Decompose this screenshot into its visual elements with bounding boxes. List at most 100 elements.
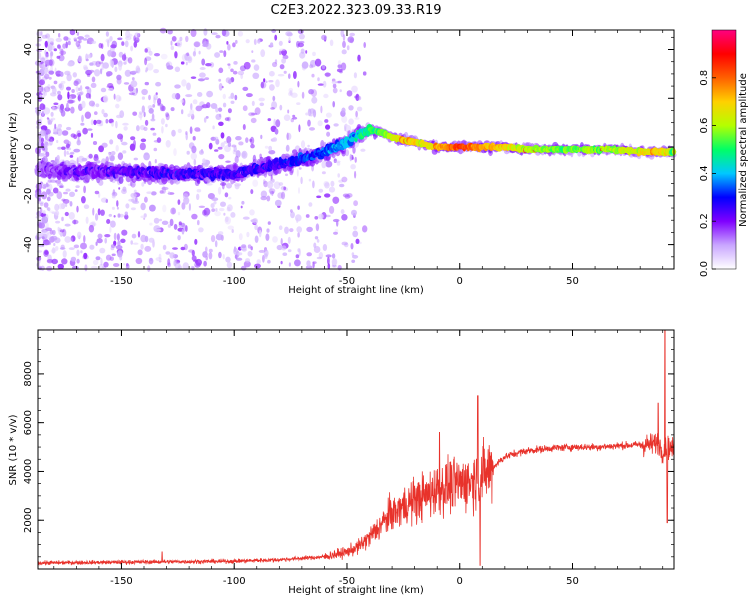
noise-blob: [42, 183, 50, 188]
noise-blob: [159, 190, 164, 194]
noise-blob: [100, 209, 105, 216]
noise-blob: [217, 146, 223, 150]
noise-blob: [41, 191, 48, 200]
noise-blob: [45, 227, 52, 232]
noise-blob: [325, 112, 332, 118]
noise-blob: [61, 146, 66, 150]
noise-blob: [57, 90, 61, 95]
noise-blob: [44, 214, 49, 221]
noise-blob: [341, 214, 348, 221]
noise-blob: [153, 94, 158, 101]
noise-blob: [119, 255, 123, 261]
noise-blob: [89, 62, 94, 66]
noise-blob: [285, 31, 293, 37]
noise-blob: [170, 107, 175, 112]
noise-blob: [121, 141, 128, 146]
noise-blob: [121, 41, 125, 46]
noise-blob: [109, 139, 114, 145]
colorbar-gradient: [711, 29, 737, 270]
noise-blob: [205, 116, 209, 119]
noise-blob: [250, 246, 253, 251]
noise-blob: [316, 239, 320, 243]
noise-blob: [268, 150, 276, 155]
noise-blob: [282, 252, 288, 256]
noise-blob: [245, 39, 250, 44]
noise-blob: [86, 40, 89, 44]
noise-blob: [177, 128, 182, 134]
noise-blob: [154, 159, 157, 164]
noise-blob: [73, 219, 76, 225]
noise-blob: [122, 186, 127, 192]
noise-blob: [224, 117, 230, 121]
noise-blob: [152, 104, 156, 108]
noise-blob: [189, 126, 193, 134]
noise-blob: [98, 42, 103, 49]
noise-blob: [325, 124, 331, 130]
noise-blob: [199, 150, 204, 155]
noise-blob: [177, 199, 181, 205]
noise-blob: [47, 207, 51, 212]
snr-series-line: [37, 329, 675, 566]
noise-blob: [227, 44, 231, 51]
noise-blob: [75, 40, 81, 47]
noise-blob: [190, 152, 197, 160]
noise-blob: [324, 119, 329, 123]
y-tick-label: 6000: [23, 410, 34, 435]
noise-blob: [165, 251, 171, 255]
noise-blob: [67, 72, 70, 77]
noise-blob: [316, 256, 323, 260]
noise-blob: [180, 222, 185, 227]
noise-blob: [68, 212, 75, 220]
noise-blob: [47, 44, 53, 52]
noise-blob: [287, 109, 290, 114]
noise-blob: [318, 188, 324, 193]
noise-blob: [250, 112, 258, 116]
noise-blob: [241, 200, 245, 205]
noise-blob: [204, 77, 210, 80]
noise-blob: [233, 61, 238, 65]
noise-blob: [197, 92, 203, 97]
noise-blob: [52, 86, 57, 95]
noise-blob: [321, 171, 326, 175]
noise-blob: [118, 96, 122, 102]
noise-blob: [341, 176, 348, 183]
noise-blob: [60, 244, 65, 250]
noise-blob: [222, 254, 225, 260]
noise-blob: [240, 73, 244, 80]
noise-blob: [94, 190, 100, 195]
noise-blob: [186, 150, 190, 155]
spectrogram-frame: [37, 29, 675, 270]
noise-blob: [156, 137, 162, 143]
noise-blob: [211, 32, 218, 35]
noise-blob: [309, 59, 317, 68]
noise-blob: [208, 252, 213, 260]
noise-blob: [305, 214, 310, 218]
noise-blob: [83, 204, 90, 209]
noise-blob: [83, 66, 89, 71]
noise-blob: [242, 86, 249, 91]
noise-blob: [344, 194, 351, 199]
noise-blob: [331, 258, 338, 266]
noise-blob: [273, 181, 281, 190]
snr-frame: [37, 329, 675, 570]
noise-blob: [322, 80, 327, 88]
noise-blob: [104, 237, 107, 244]
noise-blob: [143, 152, 150, 161]
noise-blob: [206, 90, 214, 98]
noise-blob: [78, 87, 81, 92]
noise-blob: [289, 228, 294, 233]
snr-x-label: Height of straight line (km): [288, 585, 424, 596]
noise-blob: [140, 243, 144, 250]
ridge-halo: [64, 160, 70, 166]
noise-blob: [324, 193, 331, 198]
noise-blob: [185, 61, 188, 66]
noise-blob: [110, 44, 117, 49]
noise-blob: [95, 119, 102, 124]
noise-blob: [312, 180, 315, 189]
noise-blob: [67, 40, 71, 46]
noise-blob: [203, 117, 207, 123]
ridge-halo: [320, 140, 325, 148]
noise-blob: [352, 254, 359, 259]
noise-blob: [333, 123, 339, 127]
noise-blob: [161, 220, 169, 225]
